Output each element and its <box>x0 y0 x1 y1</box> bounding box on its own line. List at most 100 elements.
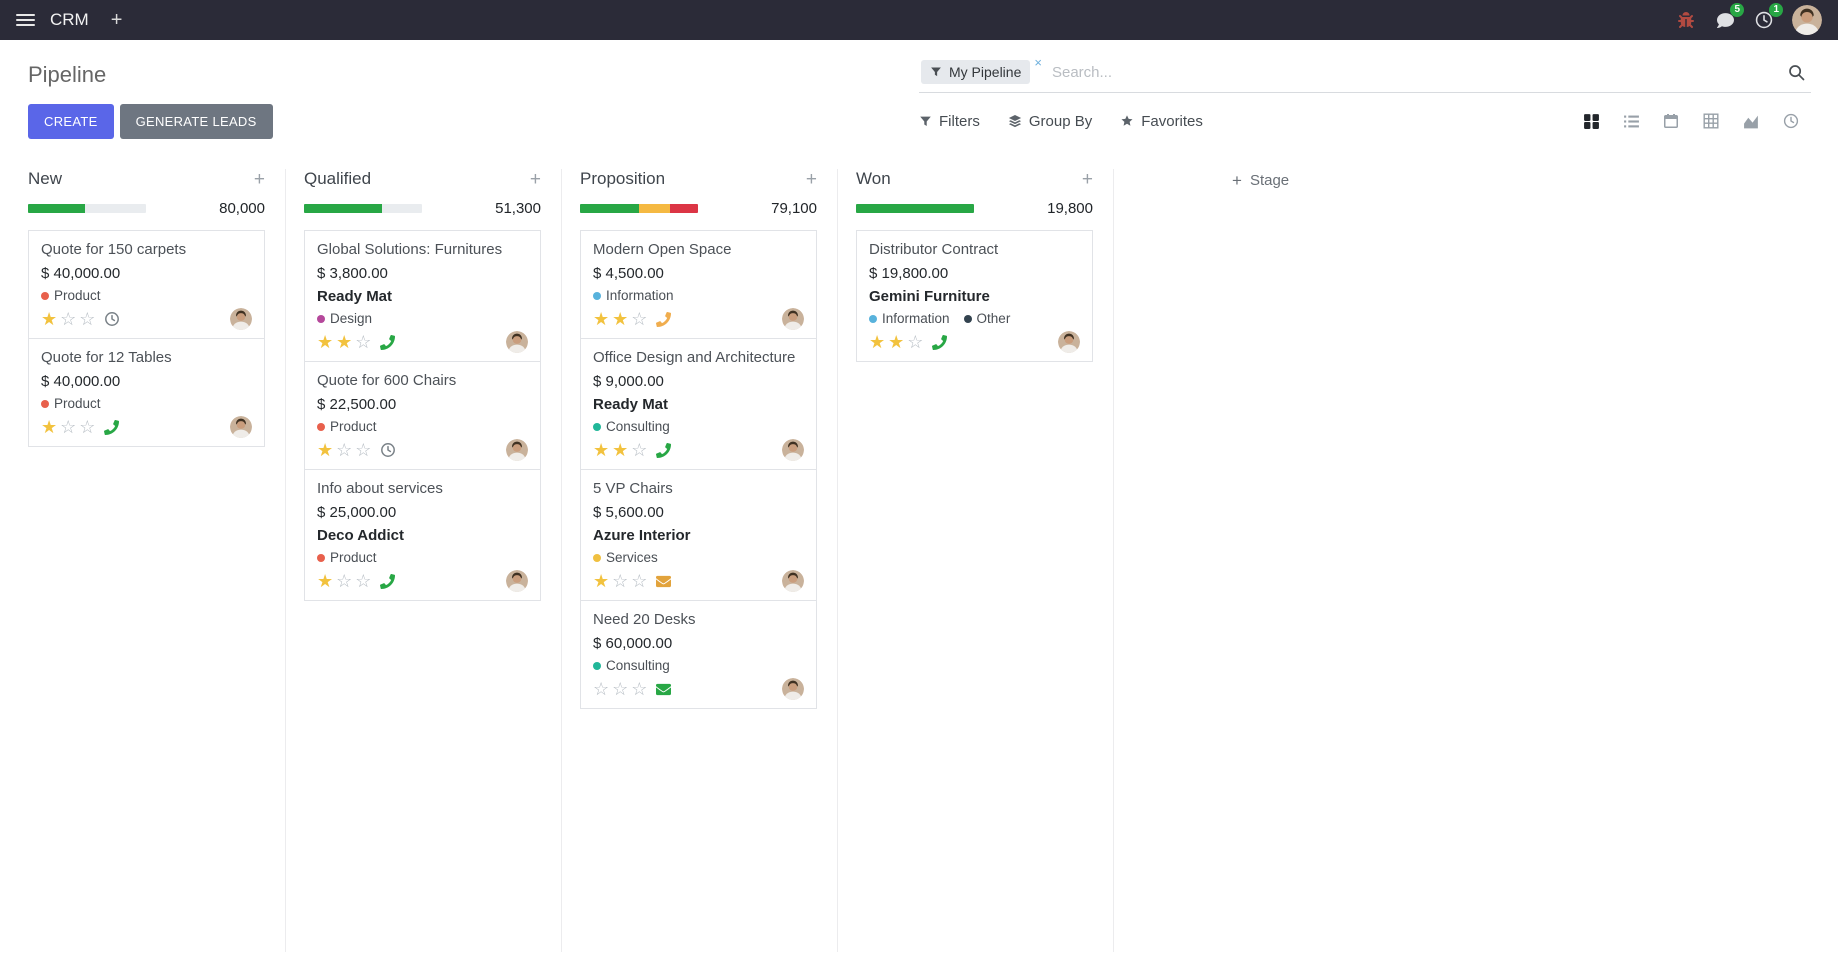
column-name[interactable]: Qualified <box>304 169 372 188</box>
salesperson-avatar[interactable] <box>782 308 804 330</box>
progress-segment[interactable] <box>639 204 670 213</box>
tag[interactable]: Information <box>593 288 674 303</box>
kanban-card[interactable]: Info about services $ 25,000.00 Deco Add… <box>304 469 541 601</box>
phone-icon[interactable] <box>656 311 672 327</box>
pivot-view-button[interactable] <box>1691 105 1731 137</box>
kanban-card[interactable]: Need 20 Desks $ 60,000.00 Consulting ☆ ☆ ☆ <box>580 600 817 709</box>
phone-icon[interactable] <box>932 334 948 350</box>
clock-icon[interactable] <box>104 311 120 327</box>
phone-icon[interactable] <box>380 573 396 589</box>
app-name[interactable]: CRM <box>50 10 89 29</box>
priority-star-icon[interactable]: ★ <box>41 309 58 329</box>
tag[interactable]: Other <box>963 311 1010 326</box>
tag[interactable]: Product <box>317 419 377 434</box>
priority-star-icon[interactable]: ★ <box>612 309 629 329</box>
add-stage-button[interactable]: + Stage <box>1232 172 1289 189</box>
priority-star-icon[interactable]: ★ <box>317 571 334 591</box>
lead-title[interactable]: Info about services <box>317 480 443 497</box>
apps-menu-icon[interactable] <box>16 14 35 26</box>
priority-star-icon[interactable]: ☆ <box>631 679 648 699</box>
lead-title[interactable]: 5 VP Chairs <box>593 480 673 497</box>
priority-star-icon[interactable]: ☆ <box>593 679 610 699</box>
search-facet[interactable]: My Pipeline <box>921 60 1031 84</box>
progress-segment[interactable] <box>580 204 639 213</box>
column-progressbar[interactable] <box>304 204 422 213</box>
priority-star-icon[interactable]: ★ <box>336 332 353 352</box>
priority-star-icon[interactable]: ☆ <box>355 440 372 460</box>
priority-star-icon[interactable]: ☆ <box>612 679 629 699</box>
priority-star-icon[interactable]: ★ <box>41 417 58 437</box>
priority-star-icon[interactable]: ★ <box>593 309 610 329</box>
salesperson-avatar[interactable] <box>782 678 804 700</box>
salesperson-avatar[interactable] <box>1058 331 1080 353</box>
progress-segment[interactable] <box>669 204 698 213</box>
priority-star-icon[interactable]: ☆ <box>907 332 924 352</box>
priority-star-icon[interactable]: ☆ <box>355 332 372 352</box>
progress-segment[interactable] <box>856 204 974 213</box>
salesperson-avatar[interactable] <box>230 416 252 438</box>
priority-star-icon[interactable]: ☆ <box>79 309 96 329</box>
priority-star-icon[interactable]: ★ <box>317 440 334 460</box>
priority-star-icon[interactable]: ☆ <box>612 571 629 591</box>
kanban-card[interactable]: Quote for 150 carpets $ 40,000.00 Produc… <box>28 230 265 339</box>
salesperson-avatar[interactable] <box>230 308 252 330</box>
create-button[interactable]: CREATE <box>28 104 114 139</box>
salesperson-avatar[interactable] <box>506 570 528 592</box>
activity-view-button[interactable] <box>1771 105 1811 137</box>
priority-star-icon[interactable]: ☆ <box>355 571 372 591</box>
lead-title[interactable]: Modern Open Space <box>593 241 732 258</box>
priority-star-icon[interactable]: ★ <box>869 332 886 352</box>
priority-star-icon[interactable]: ☆ <box>336 571 353 591</box>
kanban-view-button[interactable] <box>1571 105 1611 137</box>
kanban-card[interactable]: Office Design and Architecture $ 9,000.0… <box>580 338 817 470</box>
salesperson-avatar[interactable] <box>782 570 804 592</box>
lead-title[interactable]: Quote for 150 carpets <box>41 241 187 258</box>
priority-star-icon[interactable]: ★ <box>888 332 905 352</box>
column-progressbar[interactable] <box>28 204 146 213</box>
kanban-card[interactable]: Global Solutions: Furnitures $ 3,800.00 … <box>304 230 541 362</box>
envelope-icon[interactable] <box>656 574 672 589</box>
favorites-button[interactable]: Favorites <box>1120 113 1203 130</box>
column-progressbar[interactable] <box>856 204 974 213</box>
bug-icon[interactable] <box>1675 9 1697 31</box>
calendar-view-button[interactable] <box>1651 105 1691 137</box>
priority-star-icon[interactable]: ☆ <box>631 571 648 591</box>
priority-star-icon[interactable]: ★ <box>593 571 610 591</box>
salesperson-avatar[interactable] <box>782 439 804 461</box>
lead-title[interactable]: Office Design and Architecture <box>593 349 796 366</box>
column-progressbar[interactable] <box>580 204 698 213</box>
tag[interactable]: Services <box>593 550 658 565</box>
lead-title[interactable]: Global Solutions: Furnitures <box>317 241 503 258</box>
remove-facet-icon[interactable]: × <box>1034 55 1042 70</box>
tag[interactable]: Design <box>317 311 372 326</box>
messages-icon[interactable]: 5 <box>1714 3 1744 31</box>
kanban-card[interactable]: Distributor Contract $ 19,800.00 Gemini … <box>856 230 1093 362</box>
tag[interactable]: Consulting <box>593 419 670 434</box>
list-view-button[interactable] <box>1611 105 1651 137</box>
filters-button[interactable]: Filters <box>919 113 980 130</box>
priority-star-icon[interactable]: ☆ <box>336 440 353 460</box>
phone-icon[interactable] <box>104 419 120 435</box>
kanban-card[interactable]: Modern Open Space $ 4,500.00 Information… <box>580 230 817 339</box>
priority-star-icon[interactable]: ☆ <box>631 309 648 329</box>
priority-star-icon[interactable]: ☆ <box>631 440 648 460</box>
tag[interactable]: Product <box>41 396 101 411</box>
priority-star-icon[interactable]: ★ <box>593 440 610 460</box>
search-bar[interactable]: My Pipeline × <box>919 55 1811 93</box>
lead-title[interactable]: Quote for 600 Chairs <box>317 372 457 389</box>
column-name[interactable]: Won <box>856 169 891 188</box>
envelope-icon[interactable] <box>656 682 672 697</box>
priority-star-icon[interactable]: ☆ <box>79 417 96 437</box>
priority-star-icon[interactable]: ★ <box>317 332 334 352</box>
column-name[interactable]: New <box>28 169 63 188</box>
search-input[interactable] <box>1041 63 1788 81</box>
progress-segment[interactable] <box>304 204 382 213</box>
phone-icon[interactable] <box>380 334 396 350</box>
quick-create-icon[interactable]: + <box>529 168 541 190</box>
quick-create-icon[interactable]: + <box>1081 168 1093 190</box>
tag[interactable]: Information <box>869 311 950 326</box>
salesperson-avatar[interactable] <box>506 439 528 461</box>
tag[interactable]: Product <box>41 288 101 303</box>
lead-title[interactable]: Need 20 Desks <box>593 611 696 628</box>
kanban-card[interactable]: Quote for 12 Tables $ 40,000.00 Product … <box>28 338 265 447</box>
